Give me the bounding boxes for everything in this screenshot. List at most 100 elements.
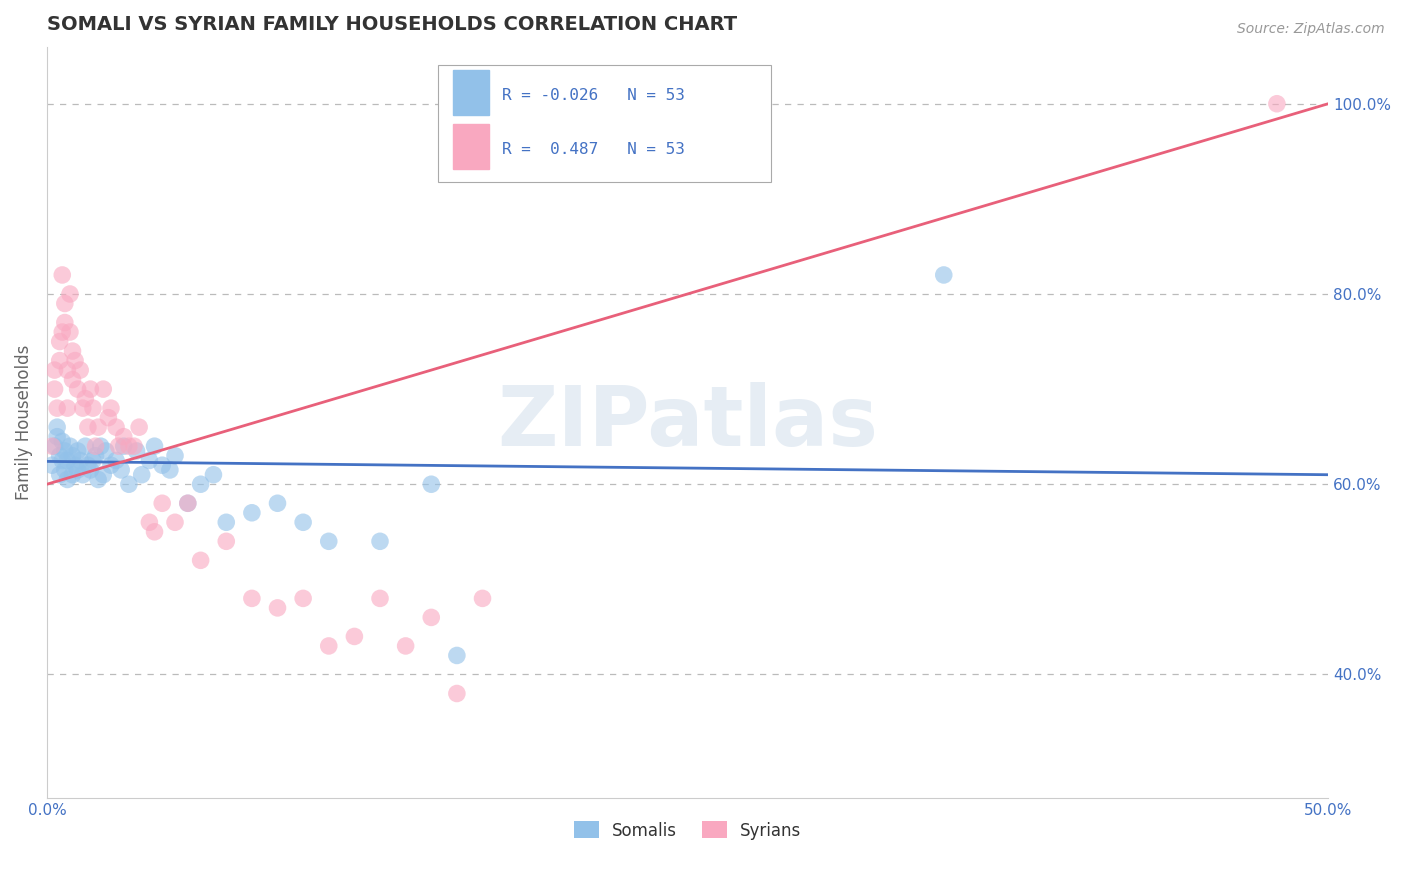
- FancyBboxPatch shape: [437, 65, 770, 182]
- Point: [177, 496, 200, 510]
- Point: [77, 458, 100, 473]
- Point: [446, 686, 468, 700]
- Point: [105, 420, 128, 434]
- Point: [215, 516, 238, 530]
- Point: [112, 439, 135, 453]
- Point: [63, 353, 86, 368]
- Point: [59, 439, 82, 453]
- Point: [41, 458, 63, 473]
- Point: [53, 444, 76, 458]
- Point: [190, 477, 212, 491]
- Point: [266, 496, 288, 510]
- Point: [66, 463, 89, 477]
- Point: [44, 363, 66, 377]
- Point: [163, 449, 186, 463]
- Text: R =  0.487   N = 53: R = 0.487 N = 53: [502, 142, 685, 157]
- Point: [100, 458, 122, 473]
- Point: [143, 439, 166, 453]
- Point: [932, 268, 955, 282]
- Point: [110, 463, 132, 477]
- Point: [62, 467, 84, 482]
- Point: [107, 439, 129, 453]
- Legend: Somalis, Syrians: Somalis, Syrians: [567, 814, 808, 847]
- Point: [56, 363, 79, 377]
- Point: [122, 439, 145, 453]
- Point: [53, 316, 76, 330]
- Point: [91, 382, 114, 396]
- Point: [84, 449, 107, 463]
- Point: [66, 382, 89, 396]
- Point: [56, 453, 79, 467]
- Point: [446, 648, 468, 663]
- Point: [79, 382, 101, 396]
- Point: [41, 439, 63, 453]
- Point: [118, 439, 141, 453]
- Point: [48, 467, 70, 482]
- Point: [48, 449, 70, 463]
- Point: [292, 516, 315, 530]
- Point: [240, 506, 263, 520]
- Point: [69, 453, 91, 467]
- Point: [150, 496, 173, 510]
- Point: [51, 325, 73, 339]
- Point: [77, 420, 100, 434]
- Point: [100, 401, 122, 416]
- Point: [87, 420, 110, 434]
- Point: [48, 353, 70, 368]
- Point: [240, 591, 263, 606]
- Point: [51, 453, 73, 467]
- Point: [105, 453, 128, 467]
- Point: [177, 496, 200, 510]
- Point: [125, 444, 148, 458]
- Point: [118, 477, 141, 491]
- Point: [56, 473, 79, 487]
- Point: [292, 591, 315, 606]
- Point: [84, 439, 107, 453]
- Point: [215, 534, 238, 549]
- Point: [202, 467, 225, 482]
- Point: [51, 268, 73, 282]
- FancyBboxPatch shape: [453, 70, 489, 115]
- FancyBboxPatch shape: [453, 124, 489, 169]
- Point: [97, 410, 120, 425]
- Point: [62, 373, 84, 387]
- Point: [318, 639, 340, 653]
- Text: SOMALI VS SYRIAN FAMILY HOUSEHOLDS CORRELATION CHART: SOMALI VS SYRIAN FAMILY HOUSEHOLDS CORRE…: [46, 15, 737, 34]
- Point: [53, 296, 76, 310]
- Point: [75, 392, 97, 406]
- Point: [87, 473, 110, 487]
- Point: [143, 524, 166, 539]
- Point: [131, 467, 153, 482]
- Point: [46, 401, 69, 416]
- Point: [72, 401, 94, 416]
- Point: [79, 463, 101, 477]
- Point: [53, 463, 76, 477]
- Text: Source: ZipAtlas.com: Source: ZipAtlas.com: [1237, 22, 1385, 37]
- Point: [343, 629, 366, 643]
- Text: R = -0.026   N = 53: R = -0.026 N = 53: [502, 88, 685, 103]
- Point: [90, 439, 112, 453]
- Point: [46, 420, 69, 434]
- Point: [91, 467, 114, 482]
- Point: [62, 449, 84, 463]
- Point: [128, 420, 150, 434]
- Y-axis label: Family Households: Family Households: [15, 344, 32, 500]
- Point: [266, 600, 288, 615]
- Point: [82, 453, 104, 467]
- Point: [56, 401, 79, 416]
- Point: [163, 516, 186, 530]
- Point: [420, 477, 443, 491]
- Point: [59, 287, 82, 301]
- Point: [368, 534, 391, 549]
- Point: [159, 463, 181, 477]
- Point: [94, 444, 117, 458]
- Point: [112, 430, 135, 444]
- Point: [63, 458, 86, 473]
- Point: [368, 591, 391, 606]
- Point: [46, 430, 69, 444]
- Point: [138, 516, 160, 530]
- Point: [59, 325, 82, 339]
- Point: [69, 363, 91, 377]
- Point: [44, 439, 66, 453]
- Point: [48, 334, 70, 349]
